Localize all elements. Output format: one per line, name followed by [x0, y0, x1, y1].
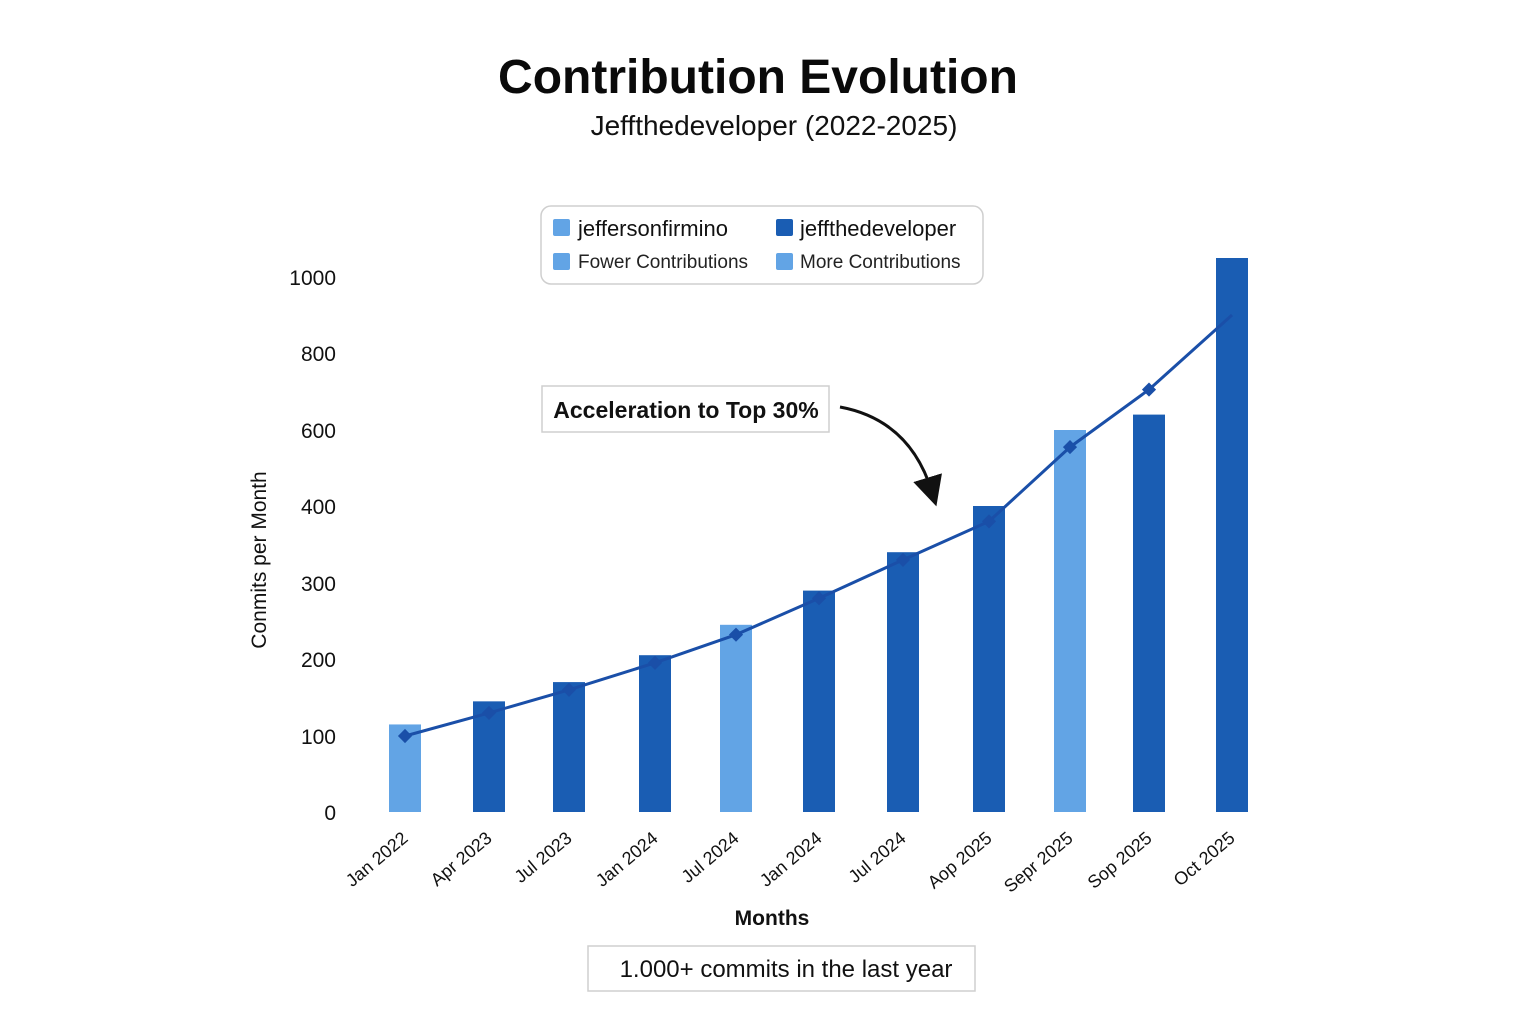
- trend-point: [895, 552, 911, 567]
- legend-label-fower-contributions: Fower Contributions: [578, 252, 748, 273]
- legend-swatch-fower-contributions: [553, 253, 570, 270]
- legend-label-jeffersonfirmino: jeffersonfirmino: [577, 216, 728, 241]
- annotation-text: Acceleration to Top 30%: [553, 397, 818, 423]
- annotation-box: [541, 385, 830, 433]
- legend-label-more-contributions: More Contributions: [800, 252, 961, 273]
- y-tick-label: 300: [301, 573, 336, 596]
- legend-swatch-jeffthedeveloper: [776, 219, 793, 236]
- bar: [887, 552, 919, 812]
- note: 1.000+ commits in the last year: [587, 945, 976, 992]
- bar: [1133, 414, 1165, 812]
- x-tick-label: Jul 2024: [678, 828, 743, 887]
- trend-point: [647, 655, 663, 670]
- x-tick-label: Jan 2022: [342, 828, 412, 891]
- bar: [720, 624, 752, 812]
- trend-point: [397, 728, 413, 744]
- bar: [803, 590, 835, 812]
- bar: [639, 655, 671, 812]
- x-axis-label: Months: [735, 907, 810, 930]
- chart-subtitle: Jeffthedeveloper (2022-2025): [591, 110, 958, 141]
- x-tick-label: Jul 2023: [511, 828, 576, 887]
- y-tick-label: 0: [324, 802, 336, 825]
- trend-point: [481, 705, 497, 720]
- bar: [1216, 258, 1248, 812]
- trend-point: [1141, 382, 1157, 397]
- bar: [553, 682, 585, 812]
- y-axis: 0 100 200 300 400 600 800 1000: [289, 267, 336, 825]
- legend: jeffersonfirmino jeffthedeveloper Fower …: [540, 205, 984, 285]
- note-text: 1.000+ commits in the last year: [620, 956, 953, 983]
- y-tick-label: 100: [301, 726, 336, 749]
- y-tick-label: 600: [301, 420, 336, 443]
- note-box: [587, 945, 976, 992]
- trend-point: [981, 514, 997, 529]
- trend-point: [1062, 440, 1078, 455]
- trend-point: [561, 682, 577, 697]
- trend-point: [811, 591, 827, 606]
- bar: [1054, 430, 1086, 812]
- legend-swatch-more-contributions: [776, 253, 793, 270]
- x-tick-label: Aop 2025: [924, 828, 996, 893]
- x-tick-label: Jan 2024: [756, 828, 826, 891]
- bar-series: [389, 258, 1248, 812]
- annotation: Acceleration to Top 30%: [541, 385, 942, 507]
- legend-swatch-jeffersonfirmino: [553, 219, 570, 236]
- y-tick-label: 800: [301, 343, 336, 366]
- chart-title: Contribution Evolution: [498, 51, 1018, 104]
- trend-point: [728, 627, 744, 642]
- annotation-arrow: [839, 405, 942, 507]
- bar: [973, 506, 1005, 812]
- x-tick-label: Oct 2025: [1170, 828, 1239, 890]
- legend-label-jeffthedeveloper: jeffthedeveloper: [799, 216, 956, 241]
- y-tick-label: 400: [301, 496, 336, 519]
- trend-series: [397, 313, 1234, 744]
- x-axis: Jan 2022 Apr 2023 Jul 2023 Jan 2024 Jul 2024…: [342, 828, 1239, 897]
- x-tick-label: Apr 2023: [427, 828, 496, 890]
- x-tick-label: Jan 2024: [592, 828, 662, 891]
- x-tick-label: Sop 2025: [1084, 828, 1156, 893]
- y-axis-label: Conmits per Month: [248, 471, 271, 648]
- x-tick-label: Sepr 2025: [1000, 828, 1076, 897]
- y-tick-label: 1000: [289, 267, 336, 290]
- y-tick-label: 200: [301, 649, 336, 672]
- x-tick-label: Jul 2024: [845, 828, 910, 887]
- legend-box: [540, 205, 984, 285]
